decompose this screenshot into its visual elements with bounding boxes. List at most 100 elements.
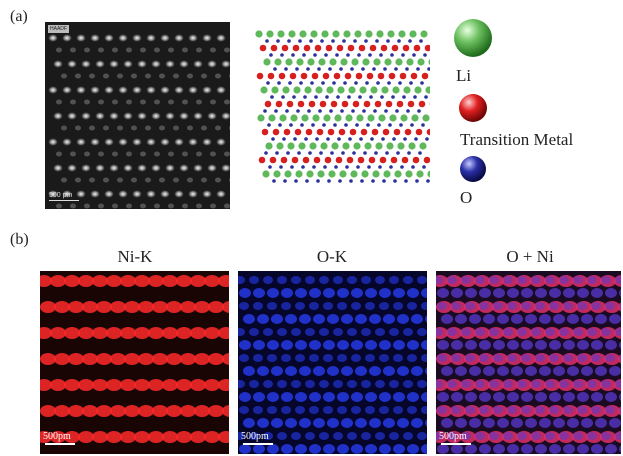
signal-blob: [190, 431, 206, 443]
signal-blob: [110, 301, 126, 313]
signal-blob: [281, 406, 291, 414]
atomic-column-dim: [112, 151, 118, 157]
signal-blob: [64, 327, 80, 339]
tm-atom: [281, 44, 289, 52]
atomic-column: [188, 190, 198, 198]
tm-atom: [302, 156, 310, 164]
li-atom: [285, 58, 293, 66]
signal-blob: [281, 444, 293, 454]
signal-blob: [521, 302, 531, 310]
signal-blob: [369, 314, 381, 324]
o-atom: [363, 151, 367, 155]
signal-blob: [493, 288, 505, 298]
tm-atom: [319, 100, 327, 108]
signal-blob: [407, 444, 419, 454]
tm-atom: [401, 156, 409, 164]
signal-blob: [305, 432, 315, 440]
o-atom: [342, 39, 346, 43]
atomic-column: [160, 34, 170, 42]
li-atom: [299, 30, 307, 38]
li-atom: [420, 30, 428, 38]
signal-blob: [323, 406, 333, 414]
li-atom: [326, 86, 334, 94]
atomic-column-dim: [89, 73, 95, 79]
legend-li-label: Li: [456, 66, 472, 85]
tm-atom: [280, 156, 288, 164]
atomic-column: [90, 34, 100, 42]
o-atom: [290, 165, 294, 169]
atomic-column-dim: [131, 177, 137, 183]
atomic-column: [137, 112, 147, 120]
signal-blob: [389, 432, 399, 440]
signal-blob: [539, 366, 551, 376]
li-atom: [362, 58, 370, 66]
atomic-column: [188, 86, 198, 94]
signal-blob: [176, 379, 192, 391]
signal-blob: [535, 392, 547, 402]
li-atom: [288, 30, 296, 38]
li-atom: [409, 30, 417, 38]
atomic-column-dim: [61, 125, 67, 131]
o-atom: [353, 39, 357, 43]
atomic-column-dim: [201, 125, 207, 131]
o-atom: [295, 67, 299, 71]
li-atom: [257, 114, 265, 122]
signal-blob: [421, 444, 427, 454]
signal-blob: [351, 392, 363, 402]
signal-blob: [313, 314, 325, 324]
li-atom: [427, 170, 430, 178]
signal-blob: [455, 418, 467, 428]
signal-blob: [54, 301, 70, 313]
o-atom: [281, 95, 285, 99]
li-atom: [293, 86, 301, 94]
tm-atom: [412, 156, 420, 164]
signal-blob: [238, 328, 245, 336]
atomic-column: [104, 86, 114, 94]
li-atom: [263, 58, 271, 66]
signal-blob: [383, 366, 395, 376]
signal-blob: [365, 354, 375, 362]
o-atom: [345, 165, 349, 169]
signal-blob: [152, 353, 168, 365]
o-atom: [340, 109, 344, 113]
tm-atom: [344, 72, 352, 80]
o-atom: [323, 165, 327, 169]
signal-blob: [267, 302, 277, 310]
o-atom: [277, 81, 281, 85]
atomic-column: [132, 138, 142, 146]
o-atom: [416, 67, 420, 71]
map-title-ni-k: Ni-K: [117, 247, 153, 266]
atomic-column: [104, 34, 114, 42]
signal-blob: [549, 392, 561, 402]
atomic-column-dim: [168, 203, 174, 209]
o-atom: [387, 81, 391, 85]
signal-blob: [78, 275, 94, 287]
signal-blob: [489, 328, 499, 336]
signal-blob: [421, 288, 427, 298]
signal-blob: [365, 288, 377, 298]
signal-blob: [82, 301, 98, 313]
o-atom: [422, 165, 426, 169]
signal-blob: [295, 340, 307, 350]
signal-blob: [539, 314, 551, 324]
tm-atom: [311, 72, 319, 80]
tm-atom: [278, 72, 286, 80]
signal-blob: [489, 380, 499, 388]
atomic-column-dim: [89, 177, 95, 183]
o-atom: [280, 53, 284, 57]
signal-blob: [291, 276, 301, 284]
atomic-column: [118, 34, 128, 42]
o-atom: [400, 165, 404, 169]
atomic-column-dim: [112, 47, 118, 53]
o-atom: [362, 109, 366, 113]
signal-blob: [436, 276, 443, 284]
signal-blob: [493, 302, 503, 310]
signal-blob: [535, 302, 545, 310]
signal-blob: [587, 380, 597, 388]
atomic-column-dim: [103, 177, 109, 183]
signal-blob: [609, 314, 621, 324]
signal-blob: [615, 380, 621, 388]
signal-blob: [451, 288, 463, 298]
o-atom: [329, 109, 333, 113]
stem-scale-label: 500 pm: [49, 192, 73, 199]
